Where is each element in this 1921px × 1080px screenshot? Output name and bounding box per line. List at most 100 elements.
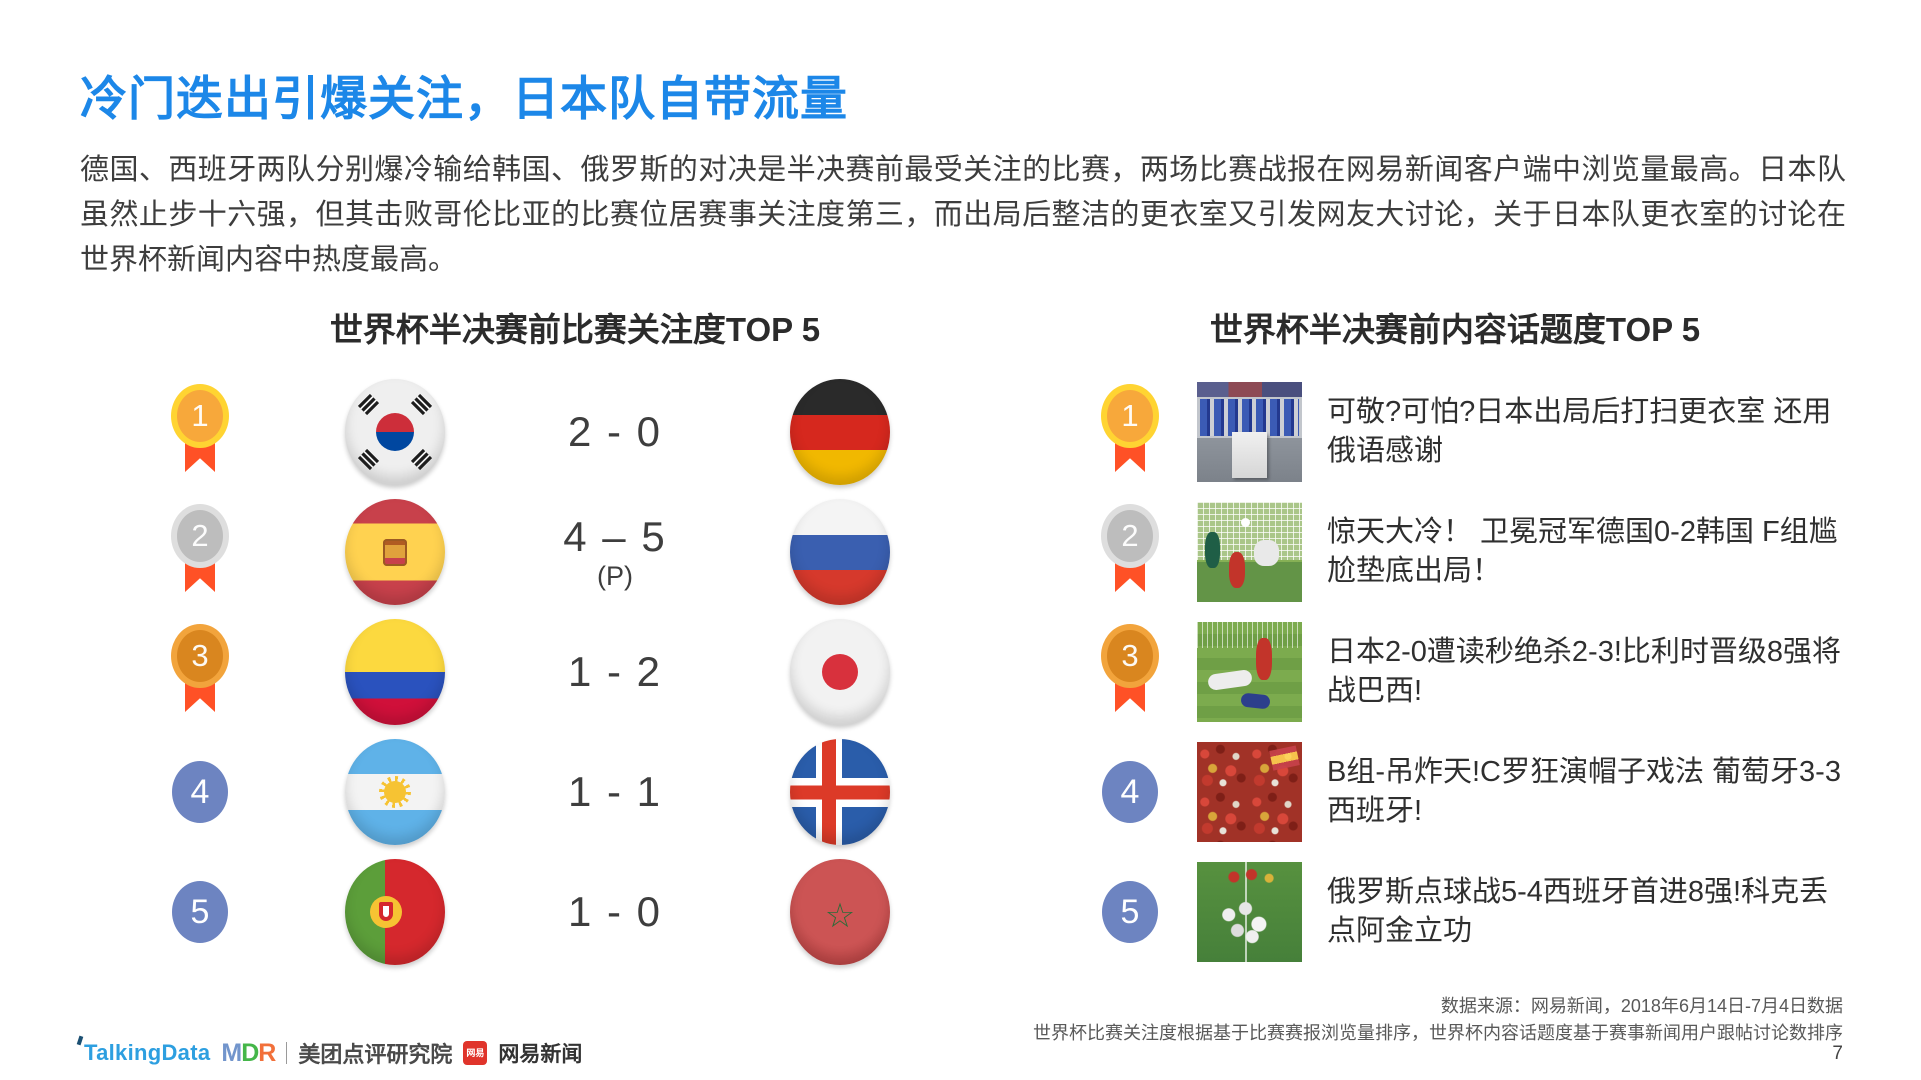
- thumb-detail: [1228, 552, 1246, 588]
- news-thumbnail-locker-room: [1197, 382, 1302, 482]
- news-thumbnail-team-celebration: [1197, 862, 1302, 962]
- iceland-flag-icon: [790, 739, 890, 845]
- thumb-detail: [1231, 432, 1268, 478]
- trigram-icon: [410, 393, 433, 416]
- sun-of-may-icon: [379, 776, 411, 808]
- trigram-icon: [357, 448, 380, 471]
- news-headline: 日本2-0遭读秒绝杀2-3!比利时晋级8强将战巴西!: [1327, 635, 1842, 707]
- talkingdata-tick-icon: [76, 1035, 84, 1046]
- table-row: 1 2 - 0: [140, 372, 980, 492]
- mdr-r: R: [258, 1038, 276, 1067]
- match-attention-table: 1 2 - 0 2 4 – 5 (P) 3: [140, 372, 980, 972]
- table-row: 4 1 - 1: [140, 732, 980, 852]
- content-topic-table: 1 可敬?可怕?日本出局后打扫更衣室 还用俄语感谢 2 惊天大冷！ 卫冕冠军德国…: [1095, 372, 1855, 972]
- methodology-line: 世界杯比赛关注度根据基于比赛赛报浏览量排序，世界杯内容话题度基于赛事新闻用户跟帖…: [1033, 1023, 1843, 1043]
- japan-sun-icon: [822, 654, 858, 690]
- thumb-detail: [1240, 692, 1272, 710]
- thumb-detail: [1224, 865, 1279, 889]
- page-title: 冷门迭出引爆关注，日本队自带流量: [80, 72, 848, 125]
- rank-number: 2: [171, 504, 229, 568]
- morocco-star-icon: ☆: [824, 897, 856, 935]
- score-text: 1 - 1: [567, 768, 663, 815]
- news-headline: 俄罗斯点球战5-4西班牙首进8强!科克丢点阿金立功: [1327, 875, 1829, 947]
- list-item: 3 日本2-0遭读秒绝杀2-3!比利时晋级8强将战巴西!: [1095, 612, 1855, 732]
- morocco-flag-icon: ☆: [790, 859, 890, 965]
- mdr-m: M: [221, 1038, 242, 1067]
- match-score: 2 - 0: [568, 408, 662, 456]
- thumb-detail: [1197, 622, 1302, 648]
- spain-flag-icon: [345, 499, 445, 605]
- talkingdata-logo: TalkingData: [76, 1035, 211, 1066]
- table-row: 5 1 - 0 ☆: [140, 852, 980, 972]
- list-item: 2 惊天大冷！ 卫冕冠军德国0-2韩国 F组尴尬垫底出局！: [1095, 492, 1855, 612]
- bronze-medal-icon: 3: [171, 624, 229, 720]
- portugal-flag-icon: [345, 859, 445, 965]
- match-score: 4 – 5 (P): [563, 513, 666, 592]
- data-source-line: 数据来源：网易新闻，2018年6月14日-7月4日数据: [1440, 996, 1843, 1016]
- thumb-detail: [1197, 382, 1302, 397]
- page-number: 7: [1832, 1043, 1843, 1064]
- right-panel-title: 世界杯半决赛前内容话题度TOP 5: [1209, 311, 1701, 348]
- germany-flag-icon: [790, 379, 890, 485]
- rank-circle: 4: [1102, 761, 1158, 823]
- rank-number: 2: [1101, 504, 1159, 568]
- logo-divider: [286, 1042, 288, 1064]
- table-row: 3 1 - 2: [140, 612, 980, 732]
- rank-number: 1: [171, 384, 229, 448]
- gold-medal-icon: 1: [171, 384, 229, 480]
- match-score: 1 - 2: [568, 648, 662, 696]
- south-korea-flag-icon: [345, 379, 445, 485]
- meituan-dianping-institute-logo: 美团点评研究院: [298, 1042, 453, 1067]
- table-row: 2 4 – 5 (P): [140, 492, 980, 612]
- spain-crest-icon: [383, 539, 407, 566]
- list-item: 1 可敬?可怕?日本出局后打扫更衣室 还用俄语感谢: [1095, 372, 1855, 492]
- silver-medal-icon: 2: [171, 504, 229, 600]
- netease-app-icon: 网易: [463, 1041, 488, 1065]
- talkingdata-logo-text: TalkingData: [84, 1040, 211, 1065]
- match-score: 1 - 0: [568, 888, 662, 936]
- mdr-logo: MDR: [221, 1038, 276, 1068]
- trigram-icon: [410, 448, 433, 471]
- taegeuk-icon: [376, 413, 414, 451]
- argentina-flag-icon: [345, 739, 445, 845]
- rank-number: 3: [171, 624, 229, 688]
- score-text: 1 - 2: [567, 648, 663, 695]
- rank-number: 1: [1101, 384, 1159, 448]
- thumb-detail: [1255, 638, 1272, 680]
- thumb-detail: [1211, 894, 1279, 946]
- match-score: 1 - 1: [568, 768, 662, 816]
- news-headline: B组-吊炸天!C罗狂演帽子戏法 葡萄牙3-3西班牙!: [1327, 755, 1841, 827]
- colombia-flag-icon: [345, 619, 445, 725]
- thumb-detail: [1241, 518, 1251, 527]
- russia-flag-icon: [790, 499, 890, 605]
- thumb-detail: [1253, 540, 1279, 566]
- thumb-detail: [1205, 532, 1221, 568]
- netease-news-logo: 网易新闻: [498, 1043, 583, 1066]
- news-headline: 可敬?可怕?日本出局后打扫更衣室 还用俄语感谢: [1327, 395, 1832, 467]
- gold-medal-icon: 1: [1101, 384, 1159, 480]
- list-item: 5 俄罗斯点球战5-4西班牙首进8强!科克丢点阿金立功: [1095, 852, 1855, 972]
- silver-medal-icon: 2: [1101, 504, 1159, 600]
- bronze-medal-icon: 3: [1101, 624, 1159, 720]
- japan-flag-icon: [790, 619, 890, 725]
- score-text: 2 - 0: [567, 408, 663, 455]
- trigram-icon: [357, 393, 380, 416]
- list-item: 4 B组-吊炸天!C罗狂演帽子戏法 葡萄牙3-3西班牙!: [1095, 732, 1855, 852]
- score-text: 4 – 5: [563, 512, 667, 560]
- mdr-d: D: [241, 1038, 259, 1067]
- rank-circle: 5: [172, 881, 228, 943]
- news-thumbnail-players-on-pitch: [1197, 622, 1302, 722]
- left-panel-title: 世界杯半决赛前比赛关注度TOP 5: [329, 311, 821, 348]
- rank-number: 3: [1101, 624, 1159, 688]
- penalty-note: (P): [596, 560, 633, 591]
- portugal-crest-icon: [370, 896, 402, 928]
- thumb-detail: [1200, 399, 1299, 436]
- intro-paragraph: 德国、西班牙两队分别爆冷输给韩国、俄罗斯的对决是半决赛前最受关注的比赛，两场比赛…: [80, 154, 1846, 276]
- footer-logos: TalkingData MDR 美团点评研究院 网易 网易新闻: [76, 1035, 583, 1068]
- news-thumbnail-goal-scene: [1197, 502, 1302, 602]
- thumb-detail: [1206, 669, 1253, 691]
- news-headline: 惊天大冷！ 卫冕冠军德国0-2韩国 F组尴尬垫底出局！: [1327, 515, 1838, 587]
- rank-circle: 5: [1102, 881, 1158, 943]
- thumb-detail: [1268, 745, 1300, 771]
- rank-circle: 4: [172, 761, 228, 823]
